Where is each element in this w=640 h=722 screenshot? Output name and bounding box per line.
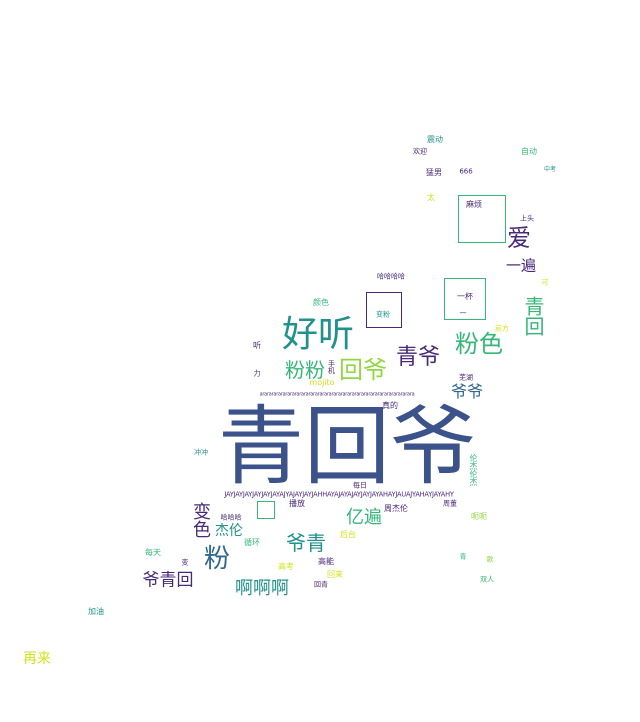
word: 变色 xyxy=(190,502,211,538)
word: 猛男 xyxy=(426,168,442,177)
decorative-box xyxy=(458,195,506,243)
word: 可 xyxy=(541,278,549,287)
word: 周杰伦 xyxy=(384,504,408,513)
word: 一遍 xyxy=(505,256,537,275)
word: 爱 xyxy=(507,224,531,252)
word: 粉粉 xyxy=(285,358,325,382)
word: 粉色 xyxy=(455,330,503,358)
word: 一 xyxy=(459,309,467,318)
word: 手机 xyxy=(327,360,336,374)
word: 高能 xyxy=(318,557,334,566)
word: 爷青回 xyxy=(142,570,194,591)
word: 爷青 xyxy=(286,531,326,555)
word: 力 xyxy=(253,369,261,378)
word: 杰伦 xyxy=(215,523,243,539)
word: 高考 xyxy=(278,562,294,571)
word: 哈哈哈哈 xyxy=(377,272,405,281)
decorative-box xyxy=(257,501,275,519)
word-long-ar: arararararararararararararararararararar… xyxy=(259,391,415,398)
word: 上头 xyxy=(520,214,534,223)
decorative-box xyxy=(444,278,486,320)
word: 后台 xyxy=(340,530,356,539)
decorative-box xyxy=(366,292,402,328)
word: 自动 xyxy=(521,147,537,156)
word: 变粉 xyxy=(376,310,390,319)
word: 亿遍 xyxy=(346,507,382,528)
word: 哈哈哈 xyxy=(220,513,242,522)
word: 变 xyxy=(181,558,189,567)
word: 真的 xyxy=(382,401,398,410)
word: 歌 xyxy=(486,555,494,564)
word: 青回 xyxy=(521,296,545,336)
word: 青回爷 xyxy=(218,397,476,497)
word: mojito xyxy=(309,378,335,387)
word: 爷爷 xyxy=(450,382,484,401)
word: 麻烦 xyxy=(466,200,482,209)
word: 青爷 xyxy=(395,345,441,370)
word: 冲冲 xyxy=(194,448,208,457)
word: 青 xyxy=(459,552,467,561)
word: 回爷 xyxy=(339,356,387,384)
word: 每天 xyxy=(145,548,161,557)
word: 前方 xyxy=(495,324,509,333)
word: 好听 xyxy=(281,314,355,355)
word: 双人 xyxy=(480,575,494,584)
word: 循环 xyxy=(244,538,260,547)
word: 伦杰伦杰 xyxy=(469,454,478,486)
word: 回来 xyxy=(327,570,343,579)
word-long-jay: JAYJAYJAYJAYJAYJAYAJYAJAYJAYJAHHAYAJAYAJ… xyxy=(224,490,454,499)
word: 一杯 xyxy=(457,292,473,301)
word: 颜色 xyxy=(313,298,329,307)
word: 周董 xyxy=(443,499,457,508)
word: 再来 xyxy=(23,651,51,667)
word: 震动 xyxy=(427,135,443,144)
word: 回青 xyxy=(314,580,328,589)
word: 666 xyxy=(459,167,473,176)
word: 加油 xyxy=(88,607,104,616)
word: 中考 xyxy=(543,166,557,173)
word: 呃呃 xyxy=(471,512,487,521)
word: 芜湖 xyxy=(459,373,473,382)
word: 粉 xyxy=(203,544,231,574)
word: 啊啊啊 xyxy=(235,578,289,599)
word: 太 xyxy=(427,193,435,202)
word: 听 xyxy=(253,341,261,350)
word: 每日 xyxy=(353,481,367,490)
word: 欢迎 xyxy=(413,147,427,156)
word: 播放 xyxy=(289,499,305,508)
